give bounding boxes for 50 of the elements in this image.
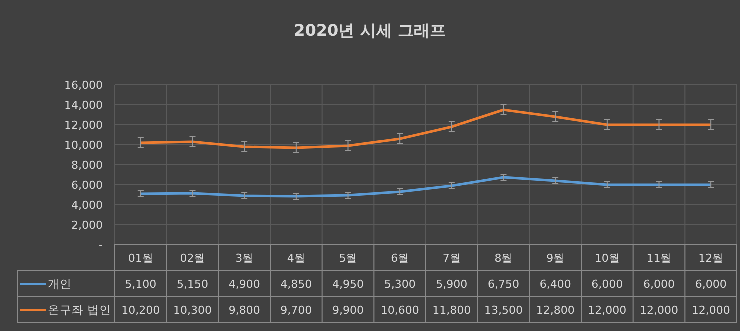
x-tick-label: 3월 [236, 252, 254, 265]
y-tick-label: 4,000 [72, 199, 103, 212]
data-label: 11,800 [432, 304, 472, 317]
x-tick-label: 11월 [646, 252, 672, 265]
data-label: 6,000 [695, 278, 727, 291]
data-label: 6,400 [540, 278, 572, 291]
x-tick-label: 4월 [287, 252, 306, 265]
data-label: 9,800 [228, 304, 260, 317]
data-label: 5,100 [125, 278, 157, 291]
data-label: 9,700 [280, 304, 312, 317]
x-tick-label: 6월 [391, 252, 410, 265]
data-label: 9,900 [332, 304, 364, 317]
data-label: 4,950 [332, 278, 364, 291]
y-tick-label: 14,000 [64, 99, 103, 112]
data-label: 12,000 [692, 304, 730, 317]
legend-label: 개인 [48, 277, 72, 291]
data-label: 6,000 [644, 278, 675, 291]
data-label: 5,900 [436, 278, 468, 291]
chart-title: 2020년 시세 그래프 [294, 21, 446, 40]
y-tick-label: 16,000 [64, 79, 103, 92]
data-label: 13,500 [484, 304, 523, 317]
y-tick-label: 8,000 [72, 159, 103, 172]
data-label: 4,850 [280, 278, 312, 291]
data-label: 6,000 [592, 278, 624, 291]
data-label: 5,300 [384, 278, 416, 291]
data-label: 12,000 [588, 304, 627, 317]
x-tick-label: 5월 [339, 252, 358, 265]
y-tick-label: 10,000 [64, 139, 103, 152]
line-series [140, 108, 712, 150]
x-tick-label: 8월 [494, 252, 513, 265]
y-tick-label: 12,000 [64, 119, 103, 132]
x-tick-label: 01월 [128, 252, 154, 265]
line-series [140, 176, 712, 198]
y-tick-label: - [99, 239, 104, 252]
x-tick-label: 12월 [698, 252, 724, 265]
data-label: 4,900 [228, 278, 260, 291]
data-label: 12,000 [640, 304, 678, 317]
data-label: 10,600 [380, 304, 420, 317]
data-label: 12,800 [536, 304, 575, 317]
x-tick-label: 9월 [546, 252, 565, 265]
y-tick-label: 6,000 [72, 179, 103, 192]
x-tick-label: 10월 [594, 252, 620, 265]
x-tick-label: 7월 [442, 252, 461, 265]
data-label: 5,150 [177, 278, 208, 291]
data-label: 10,300 [174, 304, 212, 317]
legend-label: 온구좌 법인 [48, 303, 112, 317]
x-tick-label: 02월 [180, 252, 206, 265]
data-label: 10,200 [122, 304, 160, 317]
y-tick-label: 2,000 [72, 219, 103, 232]
data-label: 6,750 [488, 278, 520, 291]
